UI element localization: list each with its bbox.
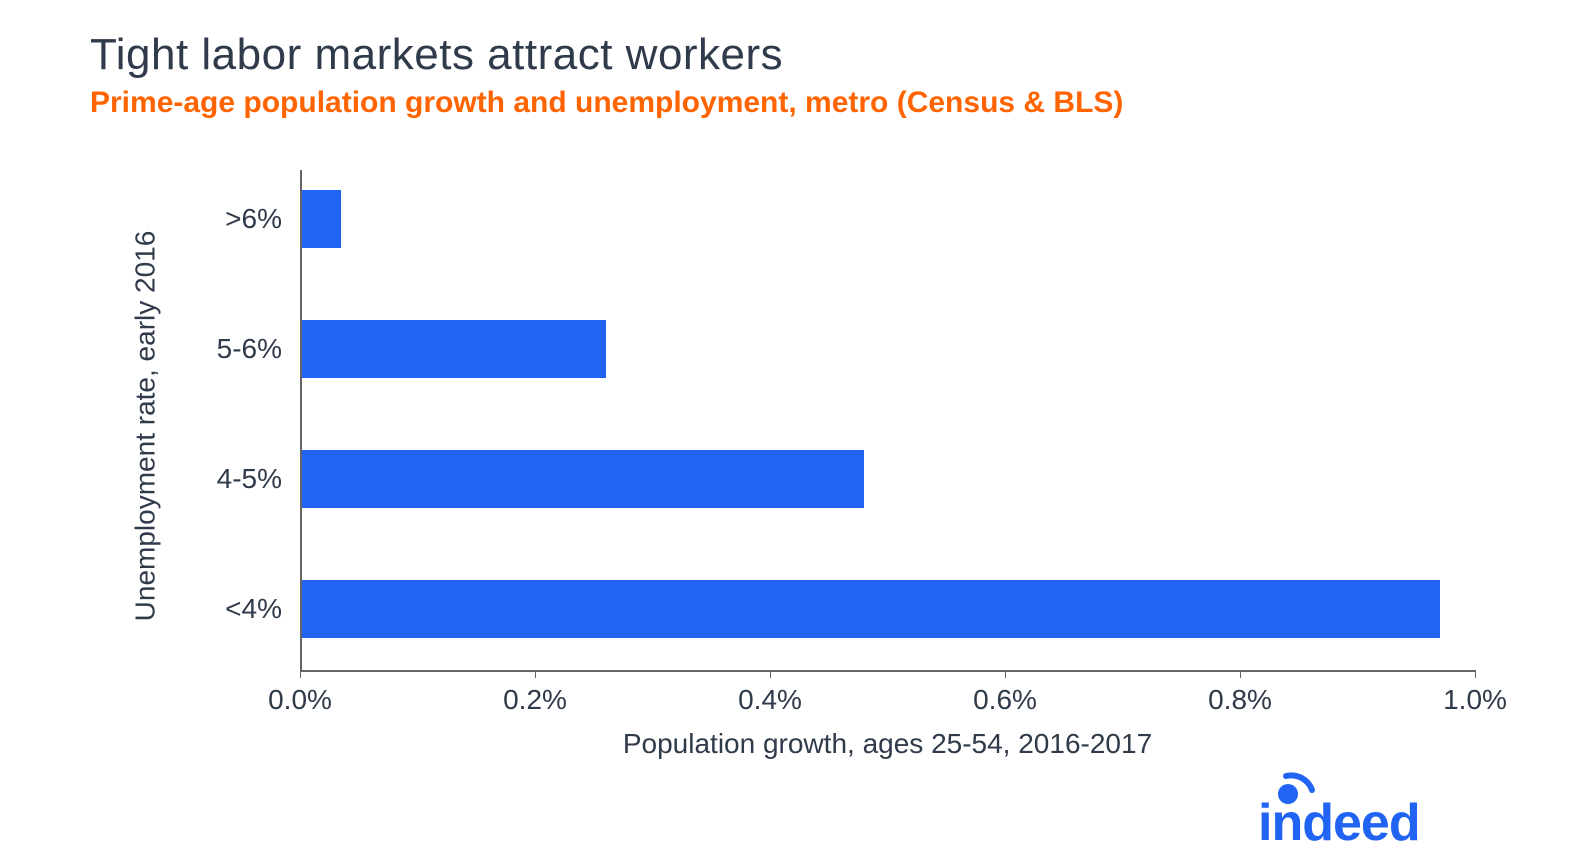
x-tick-mark	[770, 670, 771, 678]
x-tick-mark	[1475, 670, 1476, 678]
chart-subtitle: Prime-age population growth and unemploy…	[90, 86, 1480, 120]
y-tick-label: 5-6%	[90, 333, 282, 365]
svg-text:indeed: indeed	[1258, 794, 1420, 850]
y-tick-label: 4-5%	[90, 463, 282, 495]
bar	[300, 320, 606, 378]
x-tick-mark	[1240, 670, 1241, 678]
bar	[300, 190, 341, 248]
x-tick-label: 0.4%	[738, 684, 802, 716]
plot-region: >6%5-6%4-5%<4%0.0%0.2%0.4%0.6%0.8%1.0%	[90, 170, 1475, 670]
chart-container: Tight labor markets attract workers Prim…	[0, 0, 1570, 700]
chart-area: Unemployment rate, early 2016 >6%5-6%4-5…	[90, 170, 1480, 670]
y-tick-label: >6%	[90, 203, 282, 235]
x-tick-label: 0.2%	[503, 684, 567, 716]
x-tick-label: 1.0%	[1443, 684, 1507, 716]
x-tick-label: 0.8%	[1208, 684, 1272, 716]
x-tick-mark	[300, 670, 301, 678]
chart-title: Tight labor markets attract workers	[90, 30, 1480, 80]
bar	[300, 580, 1440, 638]
x-tick-mark	[535, 670, 536, 678]
x-tick-label: 0.0%	[268, 684, 332, 716]
x-axis-line	[300, 670, 1475, 672]
x-tick-mark	[1005, 670, 1006, 678]
x-tick-label: 0.6%	[973, 684, 1037, 716]
bar	[300, 450, 864, 508]
indeed-logo: indeed	[1258, 770, 1478, 855]
y-tick-label: <4%	[90, 593, 282, 625]
y-axis-line	[300, 170, 302, 670]
x-axis-label: Population growth, ages 25-54, 2016-2017	[623, 728, 1152, 760]
